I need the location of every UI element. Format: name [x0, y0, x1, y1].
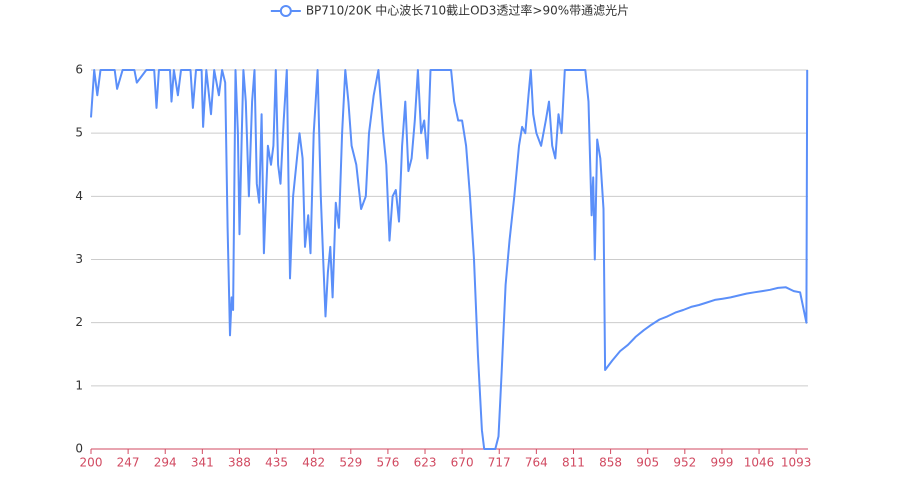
x-tick-label: 576	[376, 456, 399, 470]
x-tick-label: 952	[673, 456, 696, 470]
x-tick-label: 341	[191, 456, 214, 470]
legend-label: BP710/20K 中心波长710截止OD3透过率>90%带通滤光片	[306, 3, 629, 18]
x-tick-label: 1093	[781, 456, 812, 470]
y-tick-label: 2	[75, 315, 83, 329]
legend-marker	[279, 5, 292, 17]
x-tick-label: 200	[80, 456, 103, 470]
x-tick-label: 529	[339, 456, 362, 470]
x-tick-label: 294	[154, 456, 177, 470]
x-tick-label: 435	[265, 456, 288, 470]
y-tick-label: 5	[75, 126, 83, 140]
x-tick-label: 482	[302, 456, 325, 470]
y-tick-label: 1	[75, 378, 83, 392]
y-tick-label: 3	[75, 252, 83, 266]
x-tick-label: 388	[228, 456, 251, 470]
y-tick-label: 4	[75, 189, 83, 203]
x-tick-label: 670	[451, 456, 474, 470]
x-tick-label: 858	[599, 456, 622, 470]
x-tick-label: 623	[414, 456, 437, 470]
x-tick-label: 1046	[744, 456, 775, 470]
x-tick-label: 247	[117, 456, 140, 470]
y-tick-label: 0	[75, 442, 83, 456]
x-tick-label: 999	[710, 456, 733, 470]
x-tick-label: 717	[488, 456, 511, 470]
series-line	[90, 69, 809, 450]
y-tick-label: 6	[75, 63, 83, 77]
x-tick-label: 905	[636, 456, 659, 470]
x-tick-label: 764	[525, 456, 548, 470]
x-tick-label: 811	[562, 456, 585, 470]
